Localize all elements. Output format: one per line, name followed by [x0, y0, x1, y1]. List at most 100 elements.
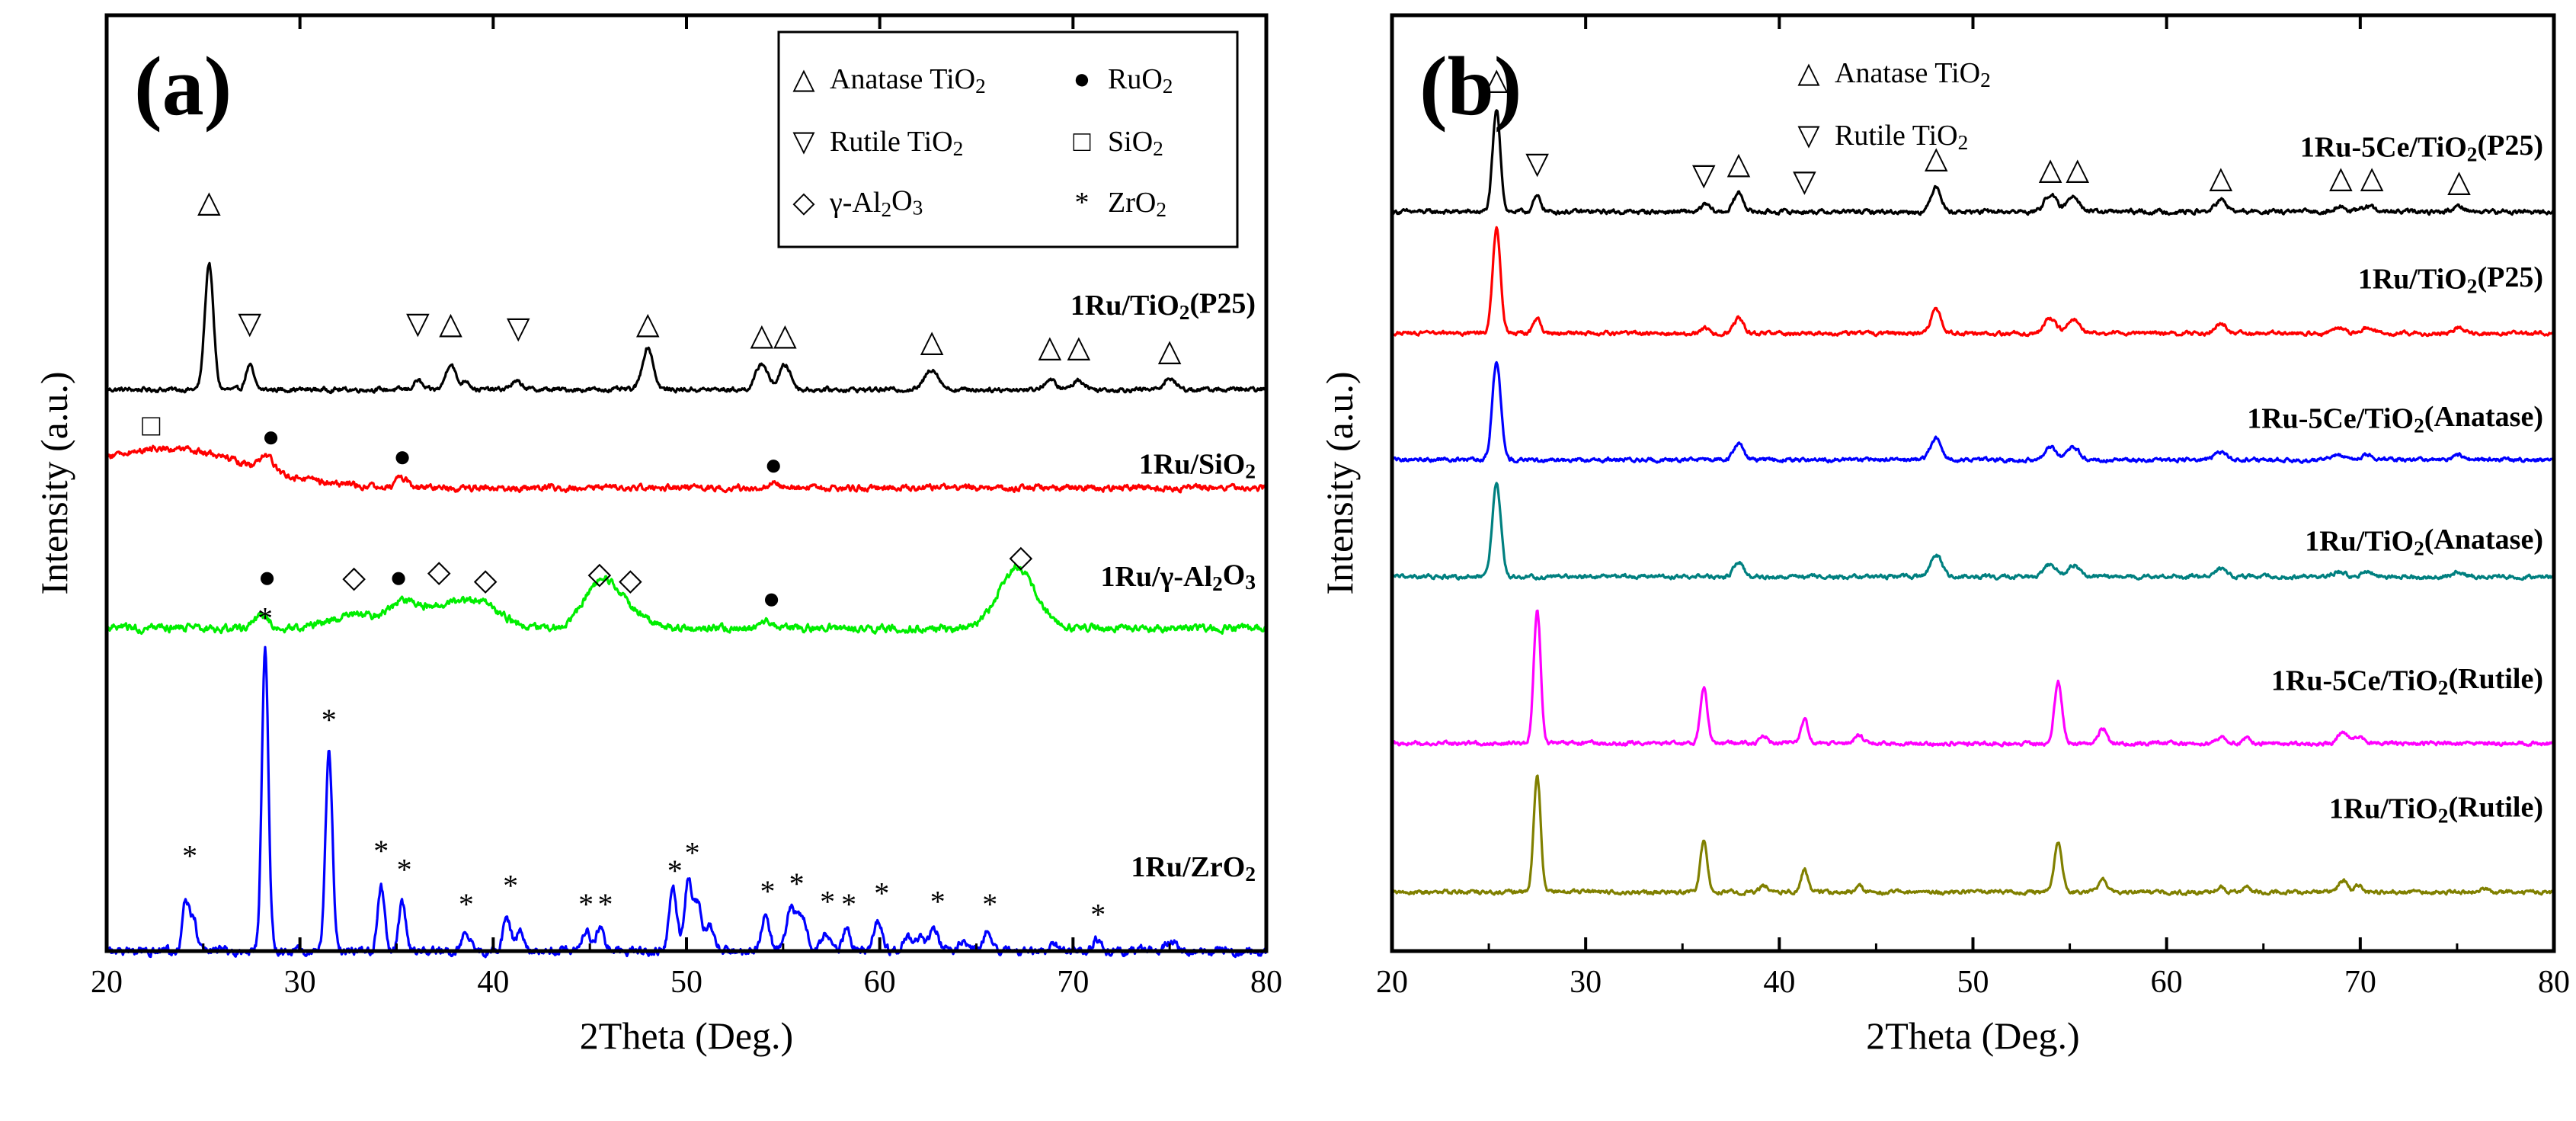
peak-marker: △ [2039, 152, 2062, 186]
y-axis-title: Intensity (a.u.) [1318, 372, 1361, 595]
series-line-1 [1390, 109, 2555, 216]
series-line-6 [1390, 774, 2555, 896]
x-tick-label: 70 [2344, 965, 2376, 1000]
peak-marker: ▽ [406, 306, 430, 341]
legend-label: SiO2​ [1108, 126, 1163, 160]
peak-marker: △ [2329, 160, 2353, 194]
peak-marker: * [841, 887, 856, 921]
peak-marker: △ [2209, 160, 2232, 194]
peak-marker: ◇ [427, 554, 451, 588]
peak-marker: * [1090, 898, 1106, 932]
curve-label: 1Ru-5Ce/TiO2​(Anatase) [2247, 401, 2543, 437]
panel-b-chart: 1Ru-5Ce/TiO2​(P25) 1Ru/TiO2​(P25) 1Ru-5Ce/… [1318, 13, 2570, 1057]
peak-marker: △ [2066, 152, 2089, 186]
series-line-2 [105, 444, 1267, 494]
x-tick-label: 40 [1763, 965, 1795, 1000]
x-tick-label: 80 [2538, 965, 2570, 1000]
peak-marker: * [789, 866, 805, 901]
peak-marker: ▽ [238, 306, 261, 341]
legend-symbol: □ [1074, 126, 1091, 158]
peak-marker: * [597, 887, 613, 921]
peak-marker: * [373, 834, 389, 868]
curve-label: 1Ru/TiO2​(P25) [2358, 261, 2543, 297]
peak-marker: * [685, 836, 700, 870]
curve-label: 1Ru/TiO2​(P25) [1070, 288, 1256, 324]
x-axis-title: 2Theta (Deg.) [580, 1014, 793, 1057]
peak-marker: △ [1727, 146, 1751, 181]
curve-label: 1Ru/γ-Al2​O3​ [1100, 559, 1256, 595]
x-tick-label: 60 [2151, 965, 2183, 1000]
legend-symbol: ● [1074, 63, 1091, 95]
legend-box [777, 30, 1239, 248]
legend-symbol: △ [1797, 57, 1820, 89]
series-line-2 [1390, 226, 2555, 338]
peak-marker: △ [2447, 164, 2471, 198]
peak-marker: △ [750, 317, 774, 351]
panel-label: (a) [134, 40, 232, 133]
peak-marker: ● [763, 581, 781, 616]
legend-label: Rutile TiO2​ [830, 126, 963, 160]
peak-marker: △ [1485, 62, 1509, 96]
peak-marker: ● [393, 439, 411, 473]
peak-marker: ▽ [1793, 164, 1816, 198]
legend-symbol: ▽ [792, 126, 815, 158]
x-tick-label: 30 [284, 965, 316, 1000]
peak-marker: ● [262, 419, 280, 453]
legend-label: Anatase TiO2​ [830, 63, 986, 98]
peak-marker: ▽ [507, 311, 530, 345]
peak-marker: ◇ [342, 559, 366, 594]
peak-marker: ◇ [1009, 539, 1032, 573]
x-tick-label: 70 [1057, 965, 1089, 1000]
peak-marker: * [874, 876, 889, 910]
peak-marker: △ [636, 306, 660, 341]
peak-marker: ◇ [619, 562, 642, 597]
peak-marker: ◇ [474, 562, 498, 597]
peak-marker: △ [1925, 140, 1948, 175]
legend: △ Anatase TiO2​ ▽ Rutile TiO2​ [1797, 57, 1990, 154]
x-axis-title: 2Theta (Deg.) [1866, 1014, 2079, 1057]
peak-marker: * [459, 887, 474, 921]
legend-symbol: ◇ [792, 187, 815, 219]
legend: △ Anatase TiO2​ ● RuO2​ ▽ Rutile TiO2​ □ SiO2​ ◇… [777, 30, 1239, 248]
peak-marker: * [667, 854, 683, 888]
x-tick-label: 80 [1250, 965, 1282, 1000]
legend-symbol: ▽ [1797, 120, 1820, 152]
peak-marker: * [760, 874, 776, 908]
peak-marker: * [258, 601, 273, 635]
peak-marker: * [322, 703, 337, 737]
x-tick-label: 20 [91, 965, 123, 1000]
panel-label: (b) [1419, 40, 1522, 133]
curve-label: 1Ru/TiO2​(Anatase) [2305, 524, 2543, 559]
curve-label: 1Ru/SiO2​ [1139, 449, 1256, 483]
peak-marker: △ [920, 324, 944, 358]
legend-symbol: △ [792, 63, 815, 95]
peak-marker: * [820, 884, 835, 918]
peak-marker: △ [2360, 160, 2384, 194]
peak-marker: * [182, 838, 197, 873]
peak-marker: * [503, 869, 518, 903]
peak-marker: ▽ [1692, 157, 1716, 191]
x-tick-label: 30 [1570, 965, 1602, 1000]
legend-label: Rutile TiO2​ [1835, 120, 1968, 154]
curve-label: 1Ru-5Ce/TiO2​(P25) [2300, 130, 2543, 165]
legend-label: RuO2​ [1108, 63, 1173, 98]
peak-marker: * [982, 887, 997, 921]
legend-symbol: * [1075, 187, 1090, 219]
peak-marker: △ [1038, 329, 1062, 364]
legend-label: γ-Al2​O3​ [829, 185, 923, 221]
curve-label: 1Ru/ZrO2​ [1131, 851, 1256, 886]
x-tick-label: 40 [477, 965, 509, 1000]
series-line-5 [1391, 609, 2555, 748]
peak-marker: * [930, 884, 946, 918]
x-tick-label: 50 [1957, 965, 1989, 1000]
legend-label: Anatase TiO2​ [1835, 57, 1991, 91]
peak-marker: △ [197, 184, 221, 219]
x-tick-label: 20 [1376, 965, 1408, 1000]
curve-label: 1Ru-5Ce/TiO2​(Rutile) [2271, 663, 2543, 699]
peak-marker: * [578, 887, 594, 921]
series-line-1 [105, 261, 1268, 395]
peak-marker: ● [764, 447, 782, 482]
panel-a-chart: 1Ru/TiO2​(P25) 1Ru/SiO2​ 1Ru/γ-Al2​O3​ 1Ru/… [33, 13, 1282, 1057]
x-tick-label: 50 [670, 965, 702, 1000]
